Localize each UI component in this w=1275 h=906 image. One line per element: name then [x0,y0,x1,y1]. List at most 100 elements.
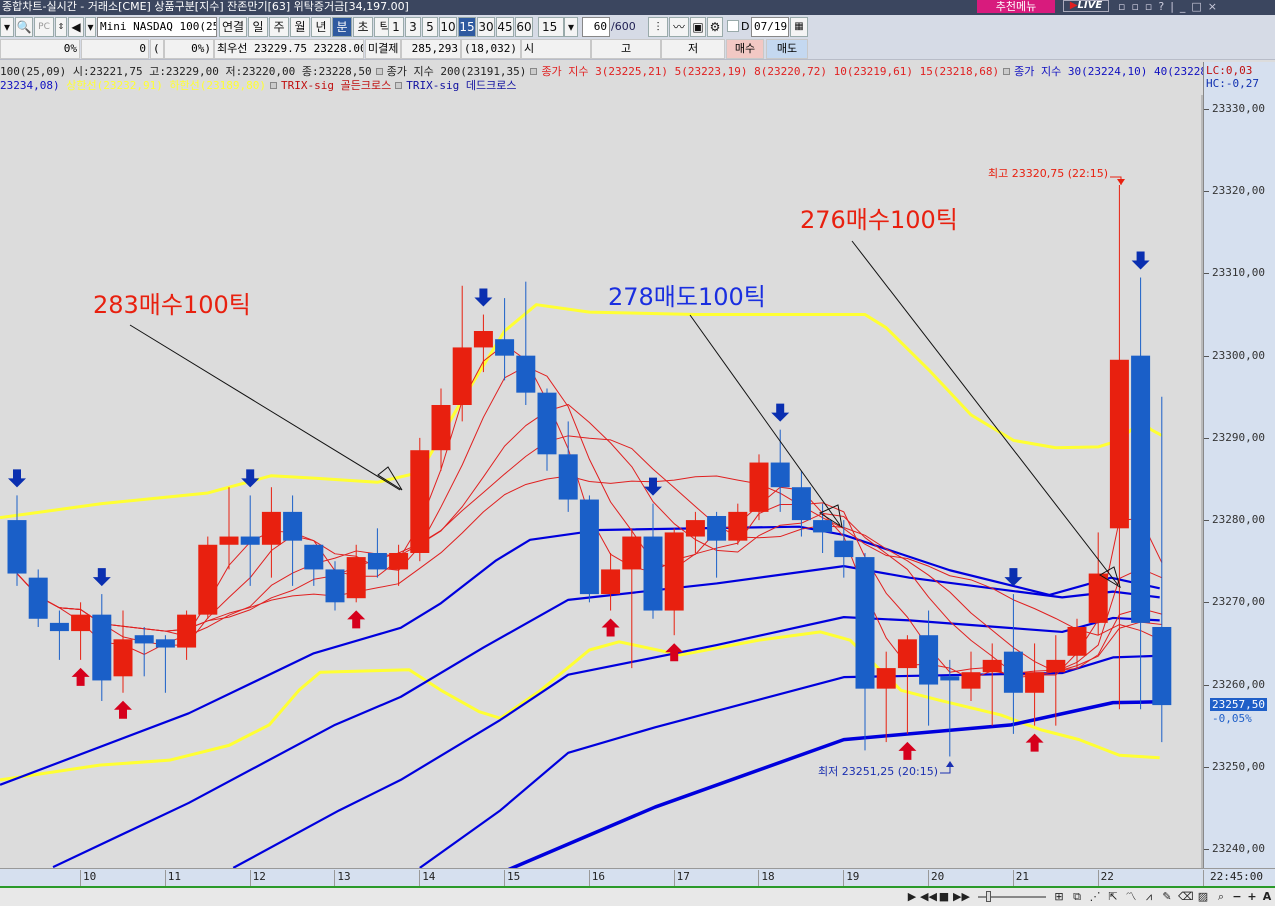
period-button[interactable]: 초 [353,17,373,37]
time-tick-label: 18 [758,870,775,886]
period-button[interactable]: 분 [332,17,352,37]
price-tick-label: 23290,00 [1212,430,1265,444]
bearish-candle [1003,651,1023,693]
bullish-candle [876,668,896,689]
font-icon[interactable]: A [1262,890,1272,903]
bullish-candle [728,511,748,541]
gear-icon[interactable]: ⚙ [707,17,723,37]
interval-select-arrow-icon[interactable]: ▾ [564,17,578,37]
interval-button[interactable]: 60 [515,17,533,37]
open-interest: 285,293 [401,39,461,59]
layout-icon[interactable]: ⊞ [1054,890,1064,903]
bullish-candle [601,569,621,595]
annotation-buy-276: 276매수100틱 [800,206,958,234]
bearish-candle [495,339,515,356]
scroll-slider-handle[interactable] [986,891,991,902]
interval-button[interactable]: 15 [458,17,476,37]
price-tick-mark [1204,191,1209,193]
period-button[interactable]: 일 [248,17,268,37]
legend-trix-golden: TRIX-sig 골든크로스 [281,79,392,92]
bearish-candle [283,511,303,541]
bearish-candle [707,515,727,541]
sound-icon[interactable]: ◀ [68,17,84,37]
bearish-candle [813,520,833,533]
buy-button[interactable]: 매수 [726,39,764,59]
spin-icon[interactable]: ⇕ [55,17,67,37]
bearish-candle [516,355,536,393]
erase-icon[interactable]: ⌫ [1178,890,1194,903]
save-icon[interactable]: ▣ [690,17,706,37]
recommend-menu-button[interactable]: 추천메뉴 [977,0,1055,13]
interval-button[interactable]: 30 [477,17,495,37]
calendar-icon[interactable]: ▦ [790,17,808,37]
price-tick-mark [1204,355,1209,357]
time-axis: 10 11 12 13 14 15 16 17 18 19 20 21 22 22:45:00 [0,868,1275,886]
bearish-candle [579,499,599,595]
legend-ma-blue: 종가 지수 30(23224,10) 40(23228,72) 50(23232… [1014,65,1203,78]
count-input[interactable]: 60 [582,17,610,37]
blue-ma-line [507,700,1160,868]
bullish-candle [219,536,239,545]
low-price-label: 최저 23251,25 (20:15) [818,765,939,778]
zoom-in-icon[interactable]: + [1247,890,1257,903]
window-controls[interactable]: ▫▫▫?|_□× [1118,0,1224,13]
bearish-candle [770,462,790,488]
price-axis[interactable]: LC:0,03 HC:-0,27 23330,00 23320,00 23310,0… [1203,62,1275,868]
chart-toolbar: ▾ 🔍 PC ⇕ ◀ ▾ Mini NASDAQ 100(25.0 연결일주월년… [0,15,1275,38]
date-input[interactable]: 07/19 [751,17,789,37]
chart-image-icon[interactable]: ▨ [1197,890,1209,903]
code-icon[interactable]: PC [34,17,54,37]
period-button[interactable]: 연결 [219,17,247,37]
annotation-arrowhead-icon [1099,566,1121,589]
overlap-icon[interactable]: ⧉ [1073,890,1081,903]
draw-icon[interactable]: ✎ [1162,890,1172,903]
indicator-icon[interactable]: ⩘ [1145,890,1153,903]
price-tick-label: 23330,00 [1212,102,1265,115]
interval-button[interactable]: 45 [496,17,514,37]
cursor-icon[interactable]: ⇱ [1108,890,1118,903]
d-checkbox[interactable] [727,20,739,32]
stop-icon[interactable]: ■ [938,890,950,903]
bullish-candle [982,659,1002,673]
bullish-candle [664,532,684,611]
live-button[interactable]: ▶LIVE [1063,0,1109,12]
period-button[interactable]: 년 [311,17,331,37]
interval-select[interactable]: 15 [538,17,564,37]
period-button[interactable]: 주 [269,17,289,37]
add-candle-icon[interactable]: ⫶ [648,17,668,37]
fast-forward-icon[interactable]: ▶▶ [953,890,970,903]
sound-dropdown-icon[interactable]: ▾ [85,17,96,37]
bullish-candle [1109,359,1129,529]
symbol-input[interactable]: Mini NASDAQ 100(25.0 [97,17,217,37]
high-label: 고 [591,39,661,59]
crosshair-icon[interactable]: ⋰ [1089,890,1101,903]
interval-button[interactable]: 5 [422,17,438,37]
sell-button[interactable]: 매도 [766,39,808,59]
zoom-out-icon[interactable]: − [1232,890,1242,903]
play-icon[interactable]: ▶ [907,890,917,903]
add-line-icon[interactable]: 〰 [669,17,689,37]
oi-change: (18,032) [461,39,521,59]
period-button[interactable]: 월 [290,17,310,37]
time-tick-label: 10 [80,870,96,886]
interval-button[interactable]: 3 [405,17,421,37]
price-tick-mark [1204,273,1209,275]
bullish-candle [346,557,366,599]
bearish-candle [304,544,324,570]
oi-label: 미결제 [365,39,401,59]
count-max: /600 [611,20,636,33]
scroll-slider[interactable] [978,891,1046,902]
zoom-icon[interactable]: ⌕ [1217,890,1225,903]
search-icon[interactable]: 🔍 [15,17,33,37]
time-tick-label: 21 [1012,870,1029,886]
bearish-candle [1131,355,1151,623]
price-chart[interactable] [0,95,1203,868]
menu-dropdown-icon[interactable]: ▾ [0,17,14,37]
annotation-leader-line [129,324,401,491]
last-time: 22:45:00 [1203,870,1275,886]
trend-icon[interactable]: 〽 [1125,890,1137,903]
bearish-candle [367,552,387,570]
interval-button[interactable]: 10 [439,17,457,37]
rewind-icon[interactable]: ◀◀ [920,890,937,903]
interval-button[interactable]: 1 [388,17,404,37]
